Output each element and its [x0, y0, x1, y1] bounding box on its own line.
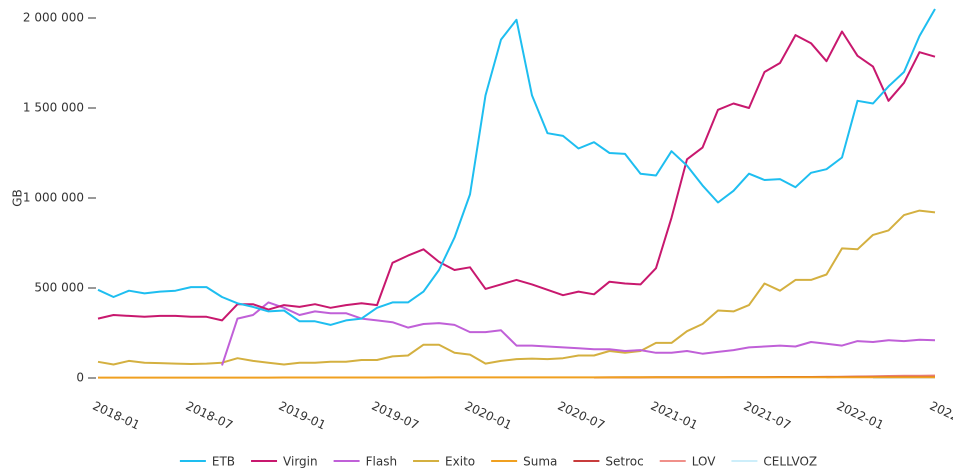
legend-label: ETB	[212, 455, 235, 469]
y-tick-label: 500 000	[34, 281, 84, 295]
legend-label: Setroc	[605, 455, 643, 469]
series-line	[221, 301, 936, 366]
y-tick-label: 1 500 000	[23, 101, 84, 115]
legend-label: Flash	[366, 455, 397, 469]
x-tick-label: 2020-01	[463, 399, 514, 433]
legend-label: Suma	[523, 455, 557, 469]
legend-item: LOV	[659, 455, 716, 469]
series-line	[97, 209, 936, 366]
legend-item: Flash	[333, 455, 397, 469]
x-tick-label: 2021-07	[742, 399, 793, 433]
legend-label: LOV	[692, 455, 716, 469]
legend-label: CELLVOZ	[763, 455, 817, 469]
x-tick-label: 2019-07	[370, 399, 421, 433]
legend-item: Virgin	[251, 455, 318, 469]
series-line	[97, 30, 936, 322]
legend-item: ETB	[179, 455, 235, 469]
legend-item: Setroc	[573, 455, 644, 469]
legend-label: Exito	[445, 455, 475, 469]
legend-item: Exito	[413, 455, 475, 469]
legend-item: Suma	[491, 455, 557, 469]
y-tick-label: 2 000 000	[23, 11, 84, 25]
x-tick-label: 2021-01	[649, 399, 700, 433]
x-tick-label: 2018-01	[91, 399, 142, 433]
legend-label: Virgin	[283, 455, 318, 469]
y-tick-label: 0	[76, 371, 84, 385]
x-tick-label: 2022-01	[835, 399, 886, 433]
x-tick-label: 2020-07	[556, 399, 607, 433]
y-tick-label: 1 000 000	[23, 191, 84, 205]
x-tick-label: 2018-07	[184, 399, 235, 433]
x-tick-label: 2022-07	[928, 399, 953, 433]
y-axis-label: GB	[11, 189, 25, 207]
legend-item: CELLVOZ	[731, 455, 817, 469]
x-tick-label: 2019-01	[277, 399, 328, 433]
series-line	[97, 8, 936, 326]
